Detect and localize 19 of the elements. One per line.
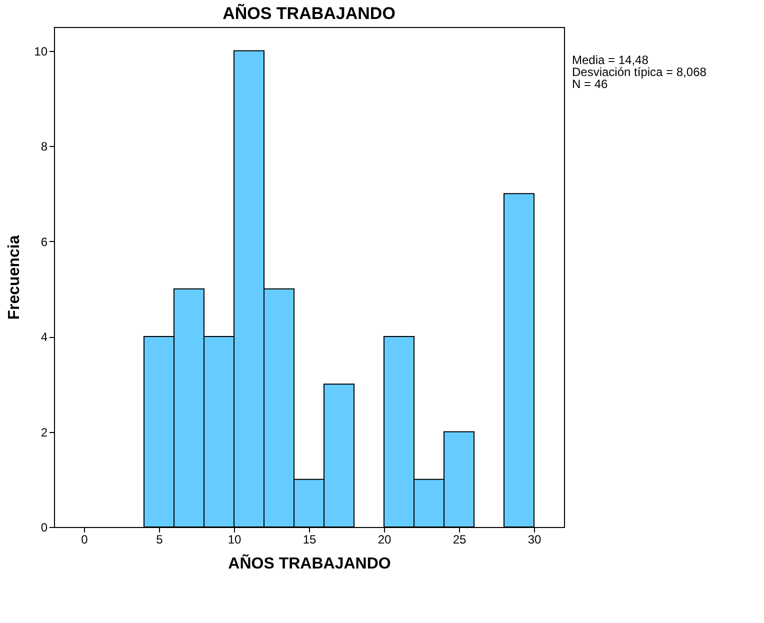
text: Desviación típica = 8,068 <box>572 65 707 79</box>
x-axis-title: AÑOS TRABAJANDO <box>228 554 391 572</box>
x-tick-label: 10 <box>228 532 242 546</box>
y-tick-label: 0 <box>40 520 48 534</box>
x-tick-label: 15 <box>302 532 316 546</box>
y-axis-title: Frecuencia <box>6 235 24 320</box>
x-tick-label: 0 <box>81 532 88 546</box>
text: Media = 14,48 <box>572 53 649 67</box>
y-tick-label: 4 <box>40 330 48 344</box>
y-tick-label: 8 <box>40 140 48 154</box>
x-tick-label: 5 <box>156 532 164 546</box>
x-tick-label: 30 <box>528 532 542 546</box>
text: N = 46 <box>572 77 608 91</box>
y-tick-label: 6 <box>40 234 48 249</box>
y-tick-label: 10 <box>34 44 48 58</box>
x-tick-label: 25 <box>452 532 466 546</box>
y-tick-label: 2 <box>40 425 48 440</box>
chart-title: AÑOS TRABAJANDO <box>222 3 396 23</box>
x-tick-label: 20 <box>378 532 392 546</box>
